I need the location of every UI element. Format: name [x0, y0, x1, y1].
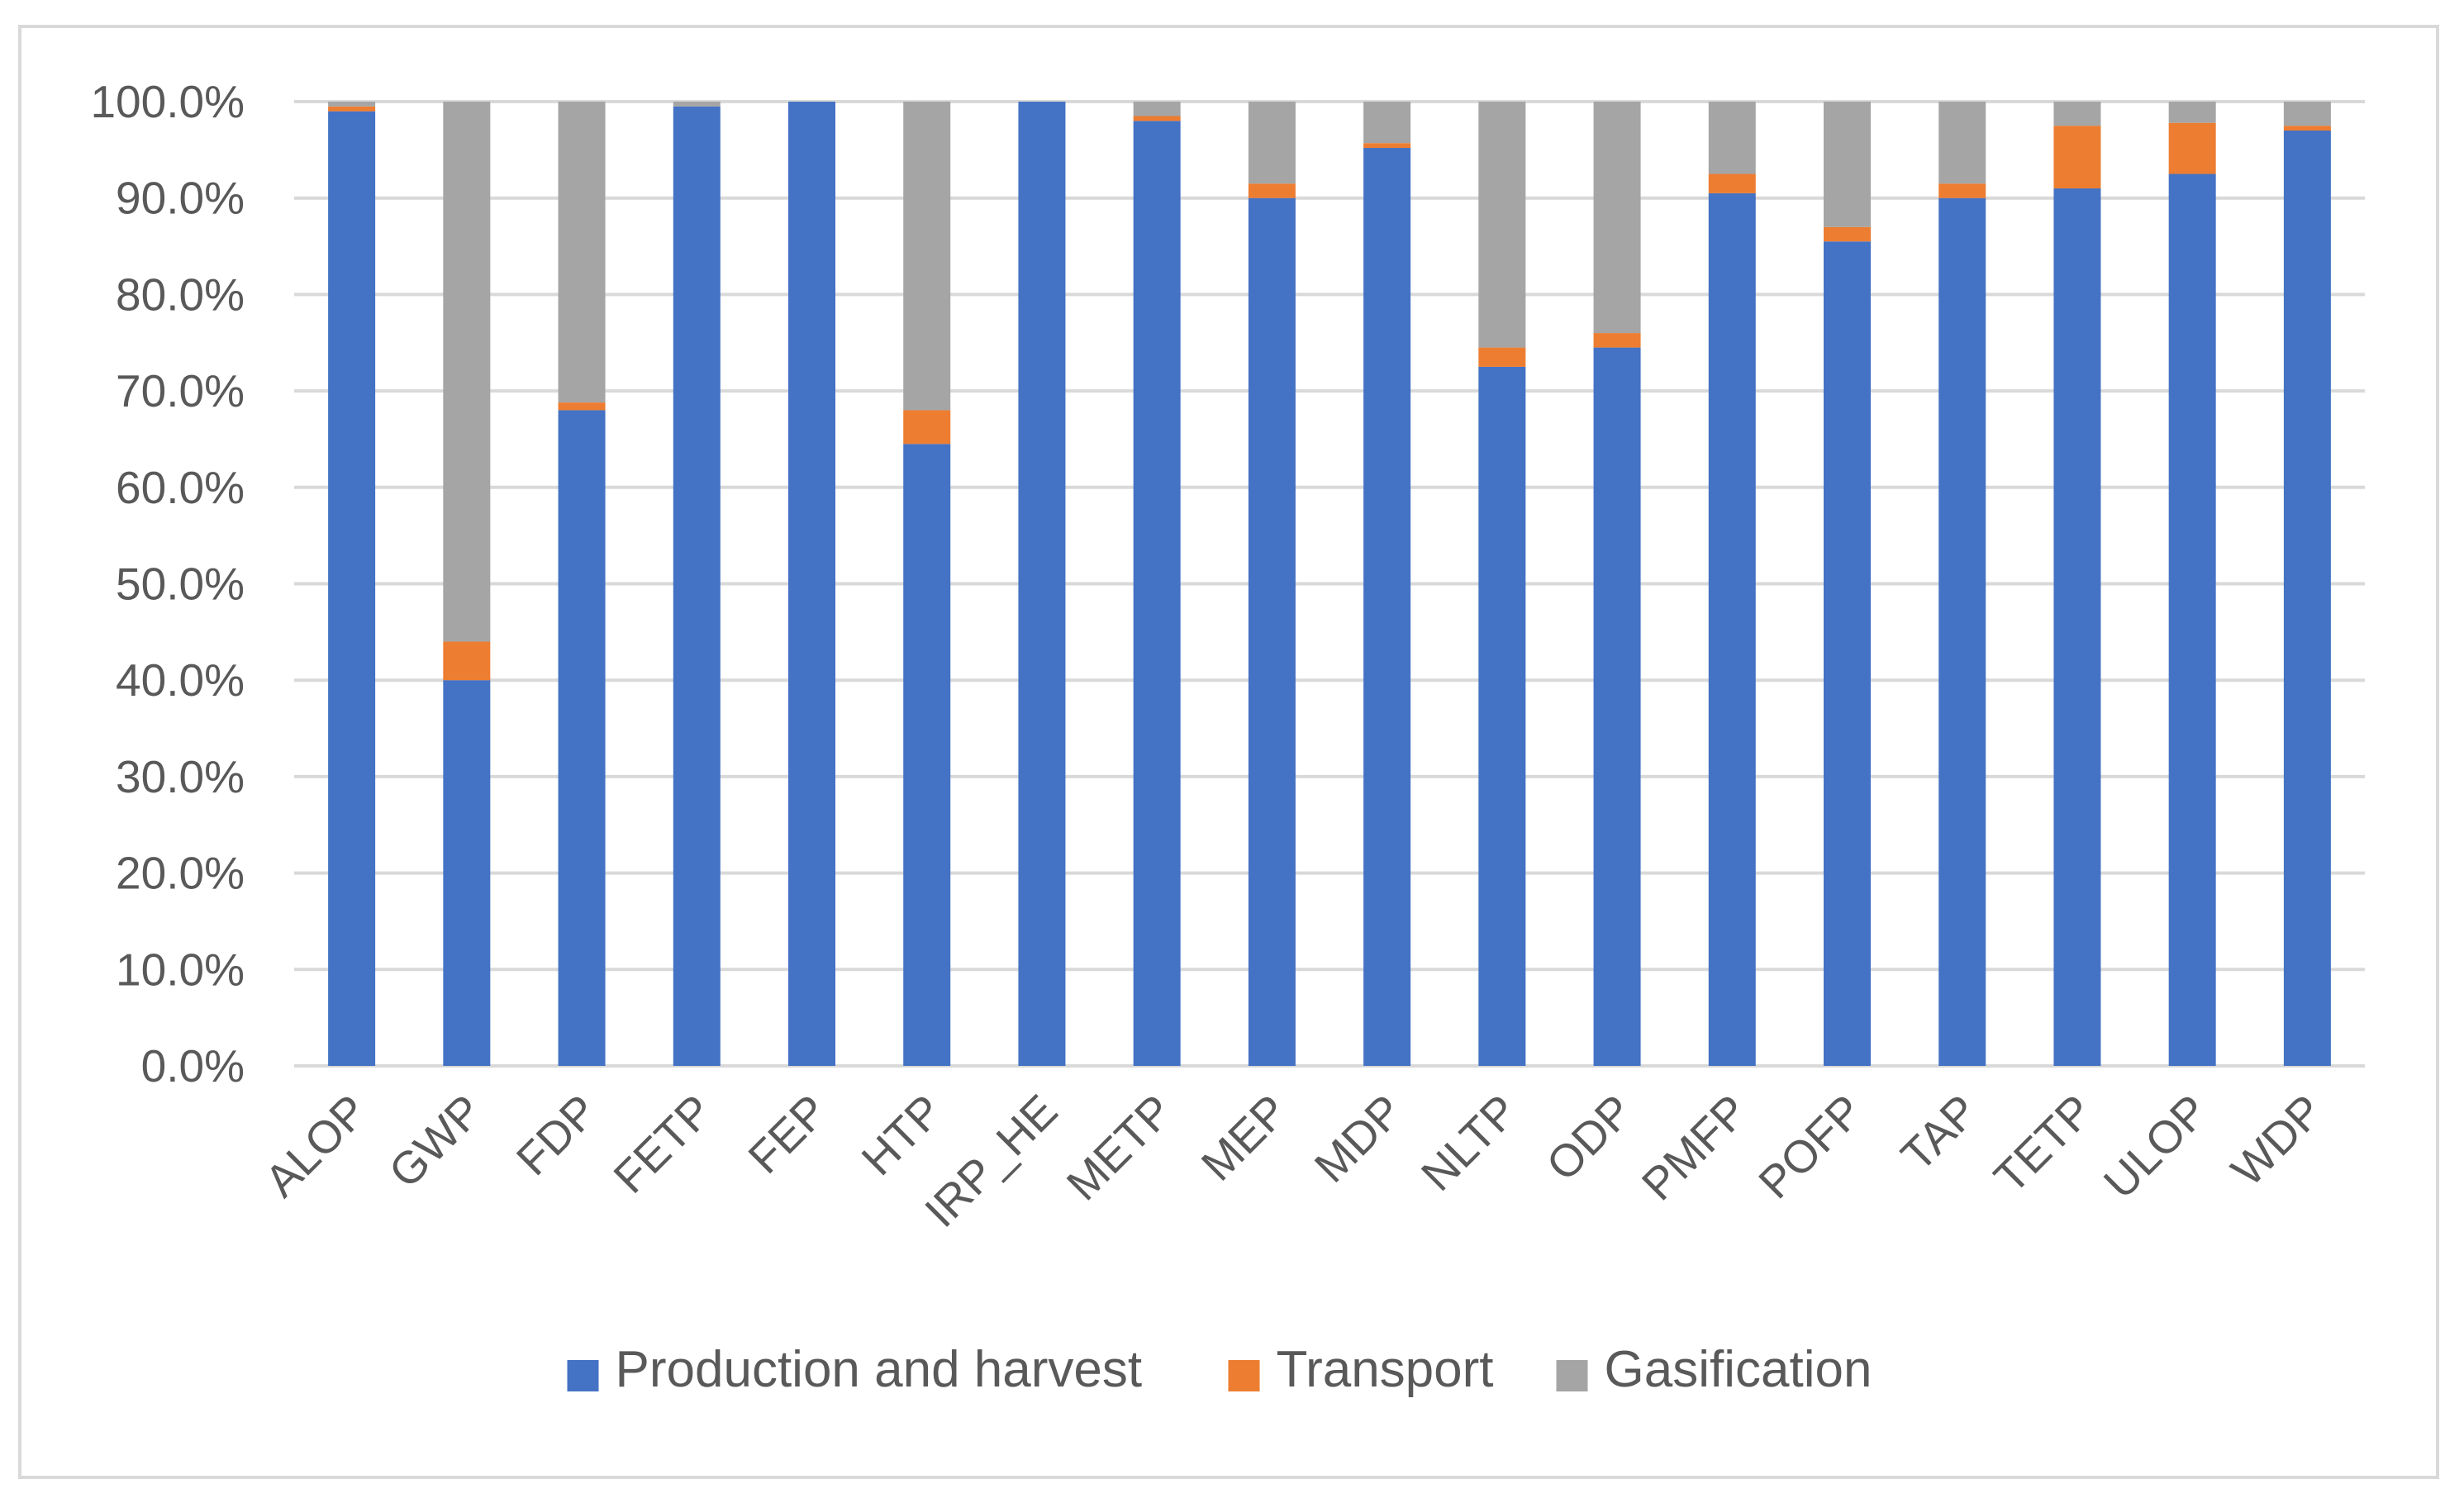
bar-tetp-production-and-harvest	[2053, 188, 2101, 1066]
x-category-label: POFP	[1748, 1085, 1872, 1209]
bar-fdp-gasification	[558, 102, 606, 403]
x-category-label: WDP	[2221, 1085, 2333, 1196]
x-category-label: FETP	[604, 1085, 722, 1203]
bar-tap-gasification	[1938, 102, 1986, 184]
x-category-label: ALOP	[254, 1085, 377, 1207]
bar-metp-transport	[1133, 116, 1181, 121]
bar-nltp-transport	[1478, 347, 1526, 367]
bar-gwp-transport	[443, 641, 491, 681]
x-category-label: HTP	[852, 1085, 953, 1186]
bar-gwp-gasification	[443, 102, 491, 642]
bar-htp-production-and-harvest	[903, 444, 951, 1066]
bar-tetp-transport	[2053, 126, 2101, 189]
bar-metp-gasification	[1133, 102, 1181, 117]
bar-htp-gasification	[903, 102, 951, 411]
y-tick-label: 100.0%	[90, 76, 245, 127]
bar-odp-transport	[1593, 333, 1641, 348]
x-category-label: ODP	[1536, 1085, 1642, 1191]
bars	[328, 102, 2331, 1067]
bar-pofp-gasification	[1824, 102, 1871, 227]
legend: Production and harvest Transport Gasificat…	[567, 1341, 1872, 1398]
y-tick-label: 0.0%	[141, 1040, 245, 1092]
bar-ulop-production-and-harvest	[2168, 174, 2216, 1066]
bar-tap-production-and-harvest	[1938, 197, 1986, 1067]
x-category-label: TAP	[1891, 1085, 1988, 1182]
y-tick-label: 60.0%	[116, 462, 245, 513]
gridlines	[294, 100, 2365, 1068]
bar-nltp-production-and-harvest	[1478, 366, 1526, 1066]
chart-frame	[18, 25, 2439, 1479]
bar-fdp-production-and-harvest	[558, 410, 606, 1066]
y-tick-label: 50.0%	[116, 559, 245, 610]
x-category-label: FDP	[507, 1085, 607, 1186]
bar-pmfp-production-and-harvest	[1708, 193, 1756, 1067]
legend-swatch-gasification	[1556, 1360, 1588, 1391]
bar-metp-production-and-harvest	[1133, 121, 1181, 1067]
bar-mep-gasification	[1248, 102, 1296, 184]
x-category-label: TETP	[1984, 1085, 2102, 1203]
x-category-label: NLTP	[1411, 1085, 1527, 1201]
bar-mdp-gasification	[1363, 102, 1411, 144]
bar-odp-gasification	[1593, 102, 1641, 334]
bar-pofp-transport	[1824, 226, 1871, 242]
y-tick-label: 10.0%	[116, 944, 245, 995]
y-tick-label: 30.0%	[116, 751, 245, 802]
bar-alop-production-and-harvest	[328, 111, 376, 1066]
x-category-label: METP	[1057, 1085, 1182, 1210]
bar-ulop-transport	[2168, 122, 2216, 174]
bar-fep-production-and-harvest	[788, 102, 835, 1066]
bar-pmfp-gasification	[1708, 102, 1756, 174]
x-category-label: MEP	[1192, 1085, 1297, 1191]
bar-fetp-gasification	[673, 102, 721, 107]
y-tick-label: 40.0%	[116, 654, 245, 706]
bar-mdp-transport	[1363, 143, 1411, 149]
x-category-label: PMFP	[1632, 1085, 1758, 1210]
bar-fetp-production-and-harvest	[673, 106, 721, 1067]
bar-ulop-gasification	[2168, 102, 2216, 123]
x-category-label: MDP	[1305, 1085, 1412, 1192]
bar-alop-transport	[328, 106, 376, 112]
bar-nltp-gasification	[1478, 102, 1526, 348]
legend-label: Transport	[1277, 1341, 1494, 1398]
x-category-label: FEP	[739, 1085, 837, 1183]
x-category-label: GWP	[379, 1085, 492, 1198]
y-tick-label: 80.0%	[116, 269, 245, 320]
bar-htp-transport	[903, 410, 951, 445]
bar-wdp-production-and-harvest	[2283, 131, 2331, 1066]
bar-odp-production-and-harvest	[1593, 347, 1641, 1067]
bar-alop-gasification	[328, 102, 376, 107]
bar-irp-he-production-and-harvest	[1018, 102, 1066, 1066]
y-axis-tick-labels: 0.0% 10.0% 20.0% 30.0% 40.0% 50.0% 60.0% 70.0% 8…	[90, 76, 245, 1092]
bar-wdp-transport	[2283, 126, 2331, 131]
bar-fdp-transport	[558, 402, 606, 411]
bar-tap-transport	[1938, 183, 1986, 198]
legend-swatch-production-and-harvest	[567, 1360, 599, 1391]
bar-pofp-production-and-harvest	[1824, 241, 1871, 1067]
bar-wdp-gasification	[2283, 102, 2331, 126]
bar-mep-transport	[1248, 183, 1296, 198]
y-tick-label: 90.0%	[116, 173, 245, 224]
bar-pmfp-transport	[1708, 174, 1756, 193]
y-tick-label: 70.0%	[116, 365, 245, 416]
x-category-label: ULOP	[2094, 1085, 2218, 1209]
bar-gwp-production-and-harvest	[443, 680, 491, 1066]
legend-swatch-transport	[1228, 1360, 1260, 1391]
legend-label: Gasification	[1605, 1341, 1872, 1398]
bar-mdp-production-and-harvest	[1363, 148, 1411, 1067]
legend-label: Production and harvest	[616, 1341, 1143, 1398]
bar-mep-production-and-harvest	[1248, 197, 1296, 1067]
y-tick-label: 20.0%	[116, 848, 245, 899]
bar-tetp-gasification	[2053, 102, 2101, 126]
